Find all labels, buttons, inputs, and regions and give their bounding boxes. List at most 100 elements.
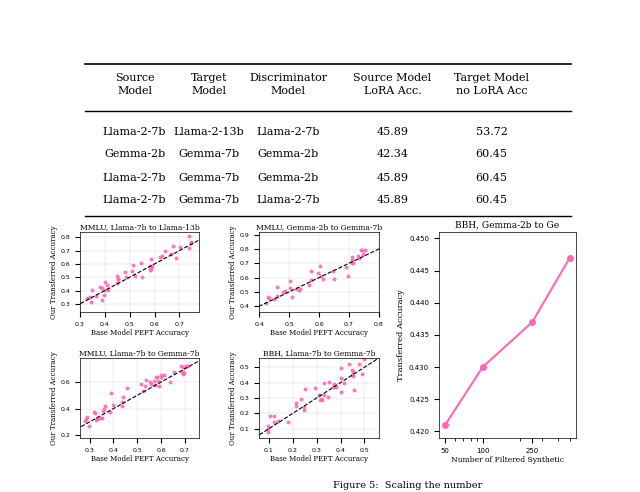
Point <box>84 422 94 430</box>
Point <box>346 253 356 261</box>
Point <box>147 265 157 273</box>
Point <box>313 269 323 277</box>
Point <box>165 378 175 386</box>
Point <box>86 298 97 306</box>
Text: Gemma-7b: Gemma-7b <box>179 195 239 205</box>
Point <box>168 242 179 250</box>
Point <box>145 266 156 274</box>
Point <box>280 287 291 295</box>
Point <box>285 284 295 292</box>
Point <box>366 353 376 361</box>
Point <box>300 385 310 393</box>
Point <box>348 372 358 380</box>
Text: 60.45: 60.45 <box>476 149 508 159</box>
Point <box>310 384 321 392</box>
Point <box>104 408 115 416</box>
Y-axis label: Our Transferred Accuracy: Our Transferred Accuracy <box>229 351 237 445</box>
X-axis label: Base Model PEFT Accuracy: Base Model PEFT Accuracy <box>270 329 368 338</box>
Text: Discriminator
Model: Discriminator Model <box>249 73 328 96</box>
Point <box>92 415 102 423</box>
Point <box>171 254 181 262</box>
Text: 42.34: 42.34 <box>376 149 408 159</box>
Point <box>299 405 309 413</box>
Point <box>359 355 369 363</box>
Text: Source
Model: Source Model <box>115 73 154 96</box>
Point <box>141 376 151 384</box>
Point <box>82 294 92 302</box>
Point <box>184 232 194 240</box>
X-axis label: Base Model PEFT Accuracy: Base Model PEFT Accuracy <box>91 329 189 338</box>
Point <box>175 243 185 251</box>
Point <box>156 372 166 380</box>
Point <box>120 268 130 276</box>
Point <box>318 379 328 387</box>
Text: Gemma-7b: Gemma-7b <box>179 149 239 159</box>
Title: BBH, Gemma-2b to Ge: BBH, Gemma-2b to Ge <box>455 221 559 230</box>
Point <box>152 376 163 384</box>
Point <box>99 405 109 413</box>
Point <box>145 378 155 386</box>
Point <box>103 286 113 294</box>
Title: MMLU, Gemma-2b to Gemma-7b: MMLU, Gemma-2b to Gemma-7b <box>256 223 382 231</box>
Point <box>264 294 274 302</box>
Point <box>118 393 128 400</box>
Point <box>306 276 316 284</box>
Point <box>328 383 338 391</box>
Point <box>346 366 356 374</box>
Point <box>283 418 293 426</box>
Point <box>354 254 364 262</box>
Point <box>306 267 316 275</box>
Point <box>291 285 301 293</box>
Point <box>339 379 349 387</box>
Point <box>287 293 297 301</box>
Y-axis label: Our Transferred Accuracy: Our Transferred Accuracy <box>50 351 58 445</box>
Text: Figure 5:  Scaling the number: Figure 5: Scaling the number <box>333 481 482 490</box>
Point <box>329 380 339 388</box>
Point <box>90 292 100 300</box>
Point <box>323 393 333 401</box>
Point <box>140 382 150 390</box>
Point <box>95 283 106 291</box>
Point <box>146 380 156 388</box>
Point <box>137 273 147 281</box>
Point <box>97 414 108 422</box>
Text: 45.89: 45.89 <box>376 127 408 137</box>
Point <box>335 388 346 396</box>
Title: BBH, Llama-7b to Gemma-7b: BBH, Llama-7b to Gemma-7b <box>263 349 375 357</box>
Point <box>278 288 288 296</box>
Text: Llama-2-7b: Llama-2-7b <box>257 195 320 205</box>
Point <box>150 373 161 381</box>
Point <box>80 417 90 425</box>
Point <box>97 284 107 292</box>
Y-axis label: Our Transferred Accuracy: Our Transferred Accuracy <box>50 225 58 319</box>
Text: 53.72: 53.72 <box>476 127 508 137</box>
Point <box>136 380 146 388</box>
Point <box>81 415 91 423</box>
Point <box>272 283 282 291</box>
Text: Source Model
LoRA Acc.: Source Model LoRA Acc. <box>353 73 431 96</box>
Point <box>316 272 326 280</box>
Point <box>121 273 131 280</box>
Point <box>349 387 360 395</box>
Point <box>348 259 358 267</box>
Point <box>179 369 189 376</box>
Text: Llama-2-7b: Llama-2-7b <box>103 127 166 137</box>
Point <box>330 383 340 391</box>
Point <box>356 369 367 377</box>
Text: Gemma-2b: Gemma-2b <box>104 149 165 159</box>
Point <box>127 268 138 276</box>
Point <box>181 362 191 369</box>
Point <box>87 286 97 294</box>
Point <box>136 259 147 267</box>
Point <box>117 402 127 410</box>
Point <box>263 293 273 301</box>
Point <box>315 262 325 270</box>
Point <box>117 399 127 406</box>
Point <box>113 275 124 283</box>
Point <box>81 413 92 421</box>
Point <box>347 256 357 264</box>
Point <box>354 361 364 369</box>
Point <box>314 391 324 399</box>
X-axis label: Number of Filtered Synthetic: Number of Filtered Synthetic <box>451 457 564 464</box>
Point <box>316 396 326 403</box>
